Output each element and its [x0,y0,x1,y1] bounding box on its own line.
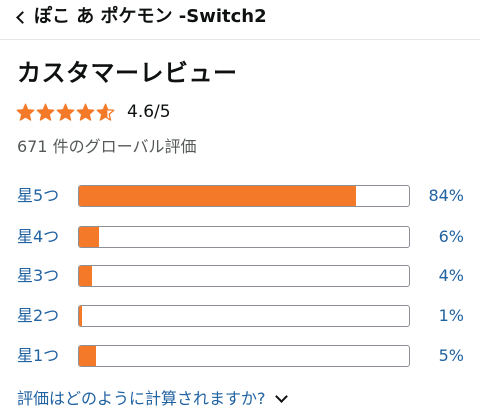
how-ratings-calculated-label[interactable]: 評価はどのように計算されますか? [17,389,266,408]
histogram-bar[interactable] [78,185,410,207]
global-rating-count: 671 件のグローバル評価 [17,137,197,156]
histogram-percent[interactable]: 5% [438,346,464,365]
histogram-bar[interactable] [78,226,410,248]
histogram-bar-fill [79,186,357,206]
histogram-row-2-star[interactable]: 星2つ 1% [0,304,480,328]
histogram-percent[interactable]: 1% [438,306,464,325]
how-ratings-calculated-link[interactable]: 評価はどのように計算されますか? [17,388,288,410]
average-rating: 4.6/5 [16,100,171,124]
histogram-label[interactable]: 星5つ [17,186,60,205]
chevron-down-icon[interactable] [274,389,288,403]
customer-reviews-heading: カスタマーレビュー [17,59,238,87]
product-title[interactable]: ぽこ あ ポケモン -Switch2 [34,6,267,27]
histogram-label[interactable]: 星1つ [17,346,60,365]
histogram-label[interactable]: 星2つ [17,306,60,325]
star-rating [16,103,116,122]
top-bar: ぽこ あ ポケモン -Switch2 [0,0,480,40]
chevron-left-icon[interactable] [16,11,29,24]
histogram-percent[interactable]: 4% [438,266,464,285]
star-icon [56,103,75,121]
star-icon [16,103,35,121]
histogram-label[interactable]: 星3つ [17,266,60,285]
histogram-label[interactable]: 星4つ [17,227,60,246]
average-rating-label: 4.6/5 [127,102,171,122]
histogram-bar[interactable] [78,345,410,367]
histogram-bar-fill [79,266,93,286]
star-icon [96,103,115,121]
histogram-bar-fill [79,306,83,326]
histogram-row-5-star[interactable]: 星5つ 84% [0,184,480,208]
histogram-row-4-star[interactable]: 星4つ 6% [0,225,480,249]
histogram-row-1-star[interactable]: 星1つ 5% [0,344,480,368]
star-icon [36,103,55,121]
histogram-bar[interactable] [78,305,410,327]
star-icon [76,103,95,121]
histogram-bar-fill [79,346,96,366]
histogram-row-3-star[interactable]: 星3つ 4% [0,264,480,288]
histogram-percent[interactable]: 6% [438,227,464,246]
histogram-bar-fill [79,227,99,247]
histogram-bar[interactable] [78,265,410,287]
histogram-percent[interactable]: 84% [428,186,464,205]
